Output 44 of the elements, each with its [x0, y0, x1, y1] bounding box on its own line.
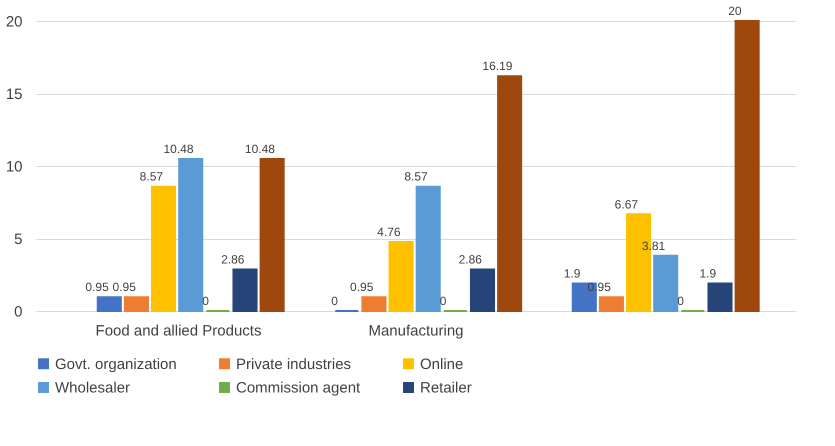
- bar: [260, 158, 285, 312]
- data-label: 0.95: [350, 280, 374, 294]
- bar: [707, 282, 733, 312]
- legend-label: Wholesaler: [55, 380, 130, 396]
- legend-label: Govt. organization: [55, 356, 177, 373]
- x-tick-label: Manufacturing: [368, 322, 464, 340]
- legend-label: Online: [420, 356, 464, 373]
- y-tick-label: 5: [14, 231, 22, 248]
- bar: [653, 254, 678, 312]
- bar: [497, 75, 522, 312]
- bar: [734, 20, 760, 312]
- bar: [388, 240, 414, 312]
- data-label: 1.9: [564, 266, 581, 280]
- bar: [232, 268, 258, 312]
- bar: [96, 296, 122, 312]
- data-label: 8.57: [404, 170, 428, 184]
- y-tick-label: 10: [6, 158, 22, 176]
- data-label: 20: [728, 4, 742, 18]
- bar: [598, 296, 624, 312]
- data-label: 8.57: [140, 170, 164, 184]
- bar: [178, 158, 204, 312]
- legend-label: Retailer: [420, 380, 472, 396]
- legend-label: Private industries: [236, 356, 352, 373]
- data-label: 2.86: [458, 252, 482, 267]
- data-label: 2.86: [221, 252, 245, 267]
- legend-label: Commission agent: [236, 380, 362, 396]
- bar: [124, 296, 149, 312]
- data-label: 0.95: [85, 280, 110, 294]
- data-label: 0.95: [112, 280, 136, 294]
- data-label: 10.48: [163, 142, 194, 156]
- bar: [151, 186, 176, 312]
- x-tick-label: Food and allied Products: [96, 322, 262, 340]
- data-label: 1.9: [699, 266, 716, 280]
- bar: [416, 186, 441, 312]
- data-label: 10.48: [244, 142, 276, 156]
- bar: [361, 296, 386, 312]
- data-label: 6.67: [614, 197, 638, 212]
- data-label: 16.19: [482, 59, 513, 74]
- bar: [470, 268, 496, 312]
- y-tick-label: 15: [6, 86, 22, 103]
- data-label: 4.76: [377, 224, 401, 239]
- data-label: 0: [331, 294, 338, 308]
- y-tick-label: 0: [14, 304, 22, 320]
- y-tick-label: 20: [6, 14, 22, 30]
